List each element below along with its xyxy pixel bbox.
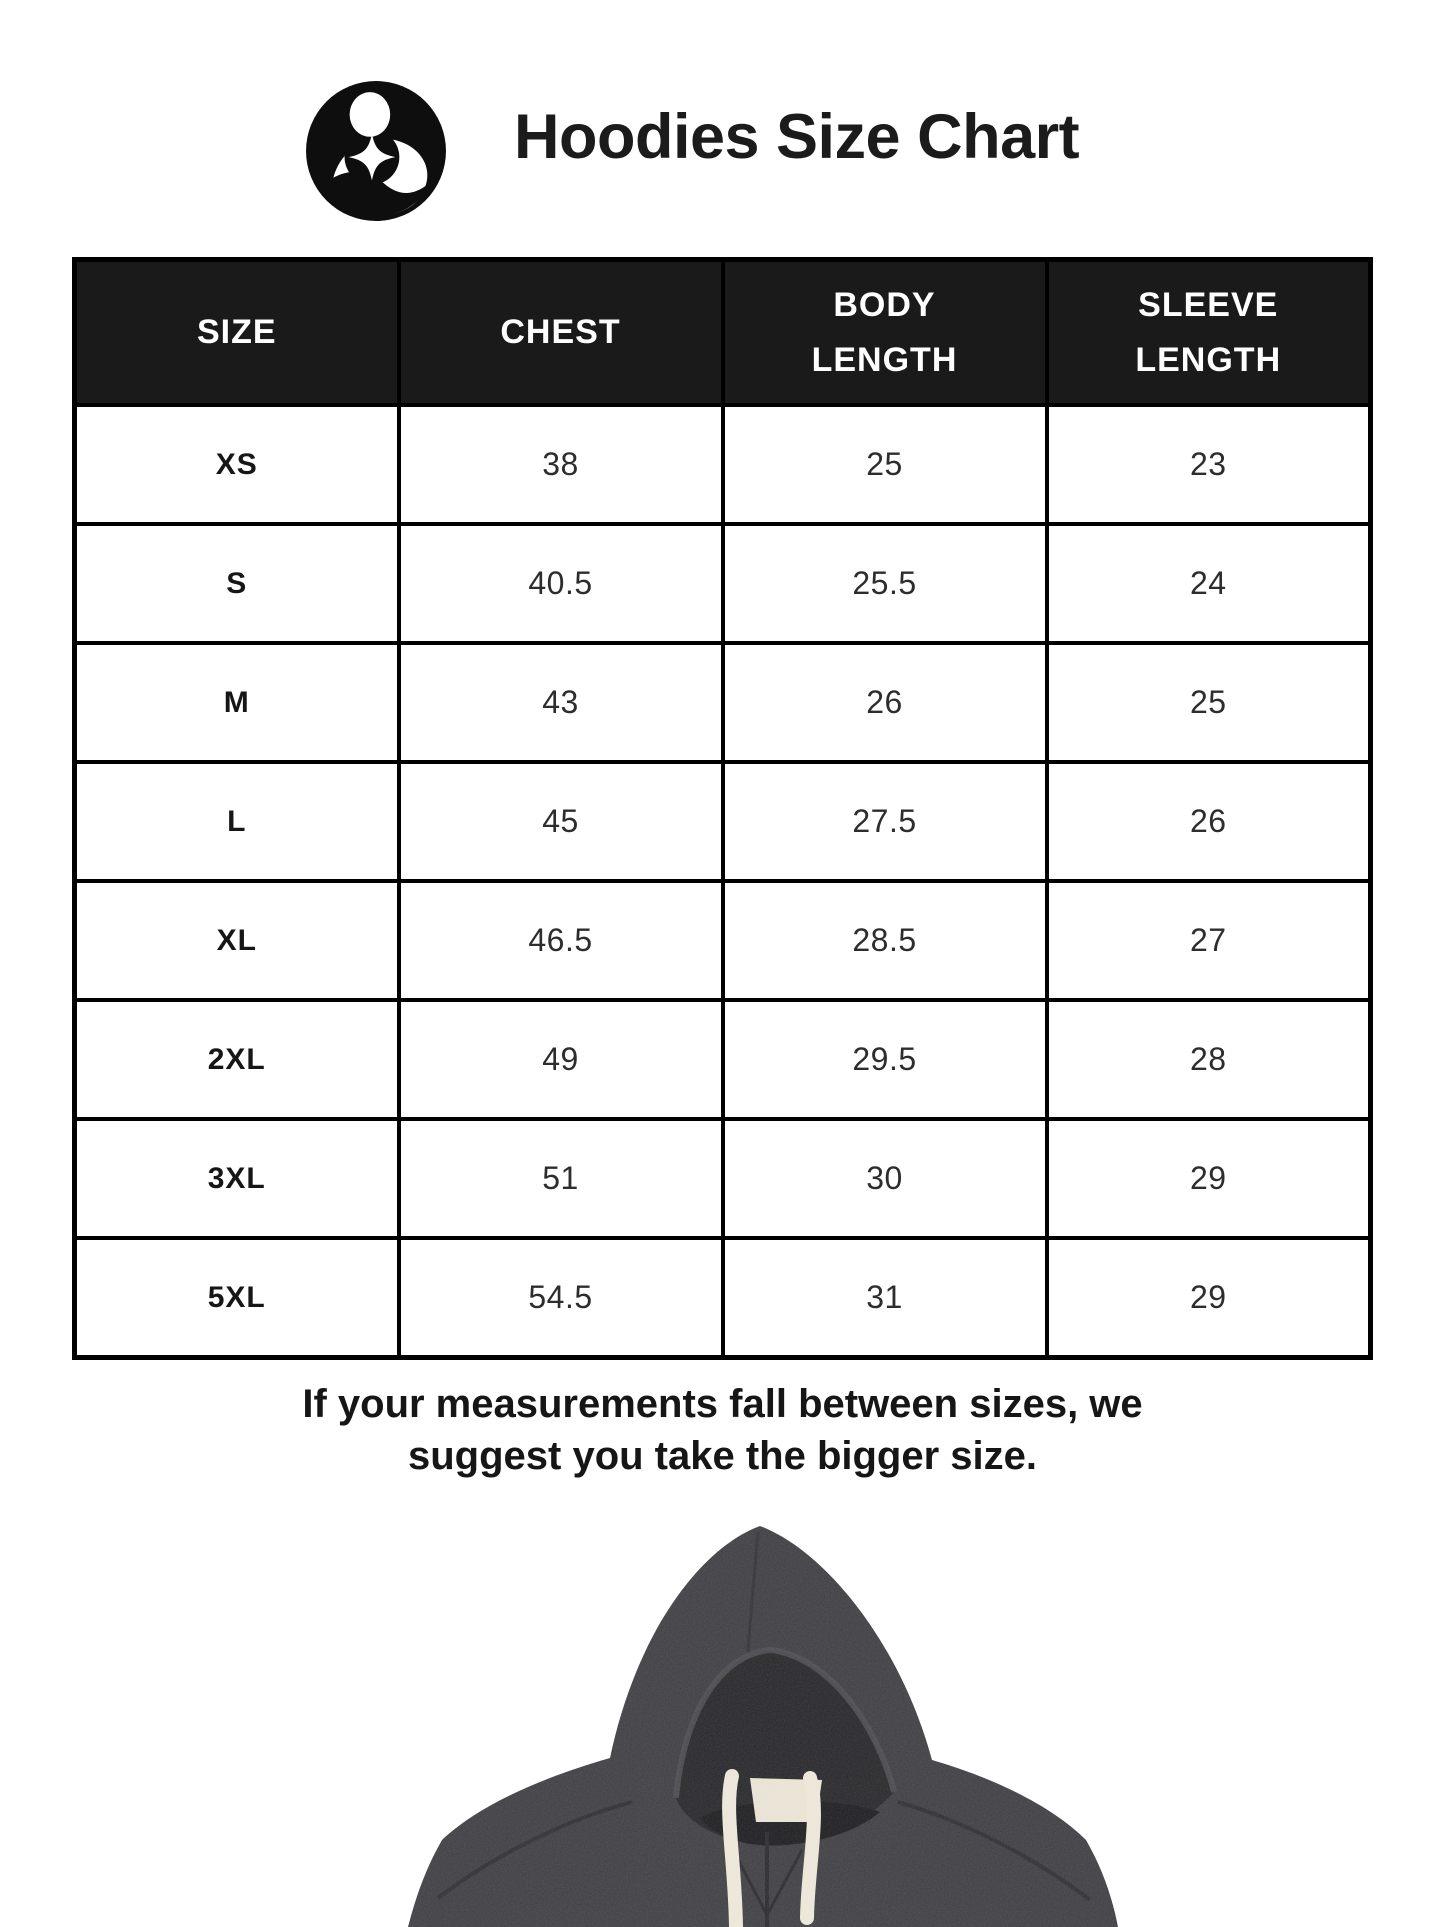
table-row: L 45 27.5 26 — [72, 760, 1373, 883]
size-cell: XL — [72, 879, 401, 1002]
sleeve-length-cell: 26 — [1044, 760, 1373, 883]
brand-logo-icon — [306, 81, 446, 221]
body-length-cell: 30 — [720, 1117, 1049, 1240]
body-length-cell: 29.5 — [720, 998, 1049, 1121]
sizing-note-line-1: If your measurements fall between sizes,… — [302, 1382, 1143, 1426]
chest-cell: 43 — [396, 641, 725, 764]
chest-cell: 38 — [396, 403, 725, 526]
column-header-sleeve-length: SLEEVE LENGTH — [1044, 257, 1373, 407]
sleeve-length-cell: 25 — [1044, 641, 1373, 764]
body-length-cell: 27.5 — [720, 760, 1049, 883]
size-cell: 2XL — [72, 998, 401, 1121]
chest-cell: 49 — [396, 998, 725, 1121]
body-length-cell: 31 — [720, 1236, 1049, 1360]
sizing-note-line-2: suggest you take the bigger size. — [407, 1434, 1038, 1478]
table-row: M 43 26 25 — [72, 641, 1373, 764]
page-title: Hoodies Size Chart — [514, 102, 1080, 172]
sleeve-length-cell: 29 — [1044, 1236, 1373, 1360]
table-row: S 40.5 25.5 24 — [72, 522, 1373, 645]
column-header-size: SIZE — [72, 257, 401, 407]
body-length-cell: 25.5 — [720, 522, 1049, 645]
header-row: SIZE CHEST BODY LENGTH SLEEVE LENGTH — [72, 257, 1373, 407]
chest-cell: 40.5 — [396, 522, 725, 645]
body-length-cell: 26 — [720, 641, 1049, 764]
sleeve-length-cell: 29 — [1044, 1117, 1373, 1240]
body-length-cell: 25 — [720, 403, 1049, 526]
size-cell: S — [72, 522, 401, 645]
size-cell: L — [72, 760, 401, 883]
body-length-cell: 28.5 — [720, 879, 1049, 1002]
size-chart-table: SIZE CHEST BODY LENGTH SLEEVE LENGTH XS … — [72, 257, 1373, 1360]
chest-cell: 46.5 — [396, 879, 725, 1002]
size-cell: M — [72, 641, 401, 764]
table-row: XL 46.5 28.5 27 — [72, 879, 1373, 1002]
table-row: 3XL 51 30 29 — [72, 1117, 1373, 1240]
sleeve-length-cell: 27 — [1044, 879, 1373, 1002]
sizing-note: If your measurements fall between sizes,… — [0, 1378, 1445, 1482]
column-header-body-length: BODY LENGTH — [720, 257, 1049, 407]
table-row: XS 38 25 23 — [72, 403, 1373, 526]
table-row: 5XL 54.5 31 29 — [72, 1236, 1373, 1360]
sleeve-length-cell: 24 — [1044, 522, 1373, 645]
sleeve-length-cell: 28 — [1044, 998, 1373, 1121]
chest-cell: 51 — [396, 1117, 725, 1240]
hoodie-product-image — [408, 1526, 1118, 1927]
table-row: 2XL 49 29.5 28 — [72, 998, 1373, 1121]
sleeve-length-cell: 23 — [1044, 403, 1373, 526]
size-cell: 3XL — [72, 1117, 401, 1240]
chest-cell: 54.5 — [396, 1236, 725, 1360]
size-cell: XS — [72, 403, 401, 526]
column-header-chest: CHEST — [396, 257, 725, 407]
chest-cell: 45 — [396, 760, 725, 883]
size-cell: 5XL — [72, 1236, 401, 1360]
